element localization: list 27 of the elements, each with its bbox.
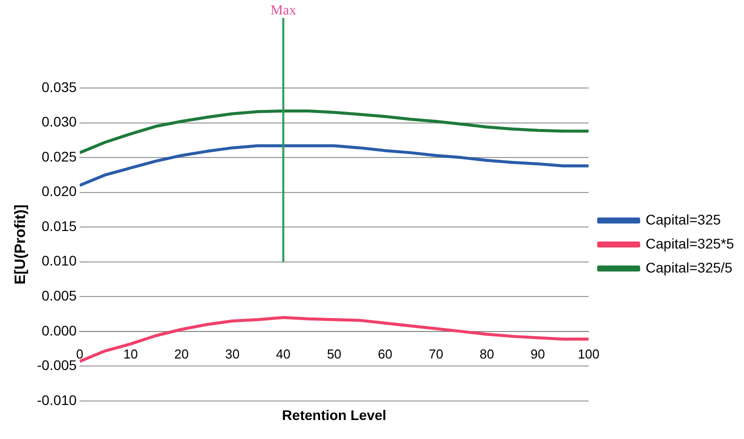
ref-line-label: Max — [270, 4, 296, 19]
x-tick-label: 0 — [76, 346, 84, 362]
legend-label: Capital=325 — [646, 211, 721, 228]
x-tick-label: 60 — [378, 346, 392, 362]
x-axis-title: Retention Level — [282, 406, 386, 423]
x-tick-label: 10 — [123, 346, 138, 362]
y-tick-label: 0.015 — [42, 218, 77, 234]
x-tick-label: 80 — [480, 346, 494, 362]
x-tick-label: 50 — [326, 346, 342, 362]
y-tick-label: -0.005 — [36, 357, 77, 374]
legend-label: Capital=325*5 — [646, 235, 734, 252]
y-tick-label: 0.000 — [42, 322, 77, 338]
y-axis-title: E[U(Profit)] — [12, 204, 30, 284]
x-tick-label: 40 — [276, 346, 291, 362]
y-tick-label: -0.010 — [36, 392, 77, 408]
y-tick-label: 0.030 — [42, 114, 77, 130]
x-tick-label: 20 — [174, 346, 189, 362]
legend-label: Capital=325/5 — [646, 259, 733, 276]
x-tick-label: 30 — [225, 346, 240, 362]
x-tick-label: 70 — [428, 346, 444, 362]
y-tick-label: 0.020 — [42, 183, 77, 200]
y-tick-label: 0.005 — [42, 288, 77, 304]
y-tick-label: 0.035 — [42, 78, 77, 95]
y-tick-label: 0.025 — [42, 148, 77, 164]
y-tick-label: 0.010 — [42, 252, 77, 269]
x-tick-label: 90 — [530, 346, 545, 362]
x-tick-label: 100 — [578, 346, 600, 362]
